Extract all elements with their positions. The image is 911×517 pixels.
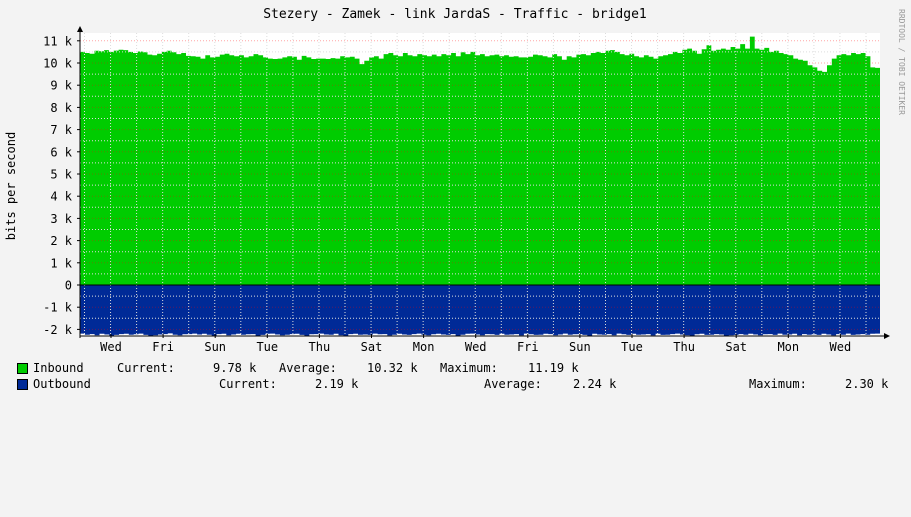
x-tick-label: Tue — [256, 340, 278, 354]
inbound-legend-label: Inbound — [33, 361, 84, 375]
y-tick-label: 10 k — [43, 57, 73, 71]
y-tick-label: 9 k — [50, 79, 72, 93]
outbound-area — [80, 285, 880, 337]
y-tick-label: 8 k — [50, 101, 72, 115]
inbound-average-label: Average: — [279, 361, 337, 375]
rrdtool-watermark: RRDTOOL / TOBI OETIKER — [897, 9, 906, 115]
inbound-current-label: Current: — [117, 361, 175, 375]
chart-title: Stezery - Zamek - link JardaS - Traffic … — [263, 7, 647, 22]
outbound-current-label: Current: — [219, 377, 277, 391]
x-tick-label: Fri — [152, 340, 174, 354]
y-tick-label: 2 k — [50, 234, 72, 248]
inbound-area — [80, 36, 880, 285]
x-tick-label: Wed — [465, 340, 487, 354]
x-tick-label: Sun — [569, 340, 591, 354]
y-tick-label: 6 k — [50, 145, 72, 159]
outbound-color-swatch — [17, 379, 28, 390]
y-axis-arrow — [77, 26, 83, 32]
outbound-average-value: 2.24 k — [573, 377, 617, 391]
legend-row-inbound: Inbound Current: 9.78 k Average: 10.32 k… — [17, 361, 579, 375]
x-tick-label: Tue — [621, 340, 643, 354]
outbound-maximum-value: 2.30 k — [845, 377, 889, 391]
x-tick-label: Mon — [777, 340, 799, 354]
x-tick-label: Fri — [517, 340, 539, 354]
inbound-average-value: 10.32 k — [367, 361, 418, 375]
y-axis-label: bits per second — [4, 132, 18, 240]
y-tick-label: 7 k — [50, 123, 72, 137]
y-tick-label: -2 k — [43, 323, 73, 337]
x-tick-label: Thu — [673, 340, 695, 354]
inbound-maximum-label: Maximum: — [440, 361, 498, 375]
inbound-maximum-value: 11.19 k — [528, 361, 579, 375]
y-tick-label: 1 k — [50, 256, 72, 270]
traffic-graph: 11 k 10 k 9 k 8 k 7 k 6 k 5 k 4 k 3 k 2 k 1 k 0 -1 k… — [4, 7, 906, 391]
inbound-color-swatch — [17, 363, 28, 374]
outbound-maximum-label: Maximum: — [749, 377, 807, 391]
x-tick-label: Sat — [725, 340, 747, 354]
x-tick-label: Sat — [361, 340, 383, 354]
x-tick-label: Wed — [100, 340, 122, 354]
outbound-legend-label: Outbound — [33, 377, 91, 391]
x-tick-label: Wed — [830, 340, 852, 354]
x-axis-arrow — [884, 333, 890, 339]
legend-row-outbound: Outbound Current: 2.19 k Average: 2.24 k… — [17, 377, 888, 391]
inbound-current-value: 9.78 k — [213, 361, 257, 375]
outbound-average-label: Average: — [484, 377, 542, 391]
y-tick-label: -1 k — [43, 301, 73, 315]
x-tick-label: Mon — [413, 340, 435, 354]
x-tick-label: Thu — [309, 340, 331, 354]
chart-canvas: 11 k 10 k 9 k 8 k 7 k 6 k 5 k 4 k 3 k 2 k 1 k 0 -1 k… — [4, 7, 906, 354]
y-tick-label: 3 k — [50, 212, 72, 226]
outbound-current-value: 2.19 k — [315, 377, 359, 391]
y-tick-label: 4 k — [50, 190, 72, 204]
y-tick-label: 5 k — [50, 168, 72, 182]
y-tick-label: 11 k — [43, 34, 73, 48]
x-tick-label: Sun — [204, 340, 226, 354]
y-tick-label: 0 — [65, 279, 72, 293]
